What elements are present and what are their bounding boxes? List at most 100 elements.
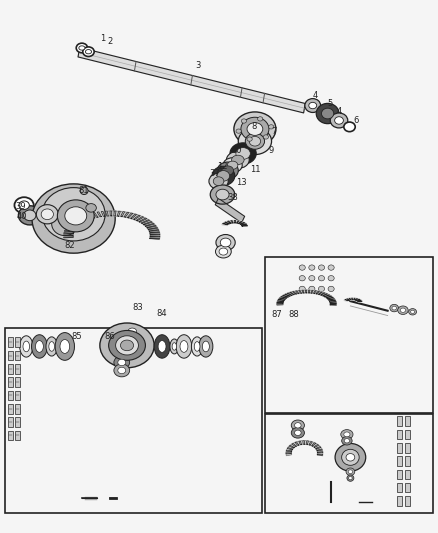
Polygon shape [345,300,348,301]
Ellipse shape [57,200,94,232]
Polygon shape [326,296,332,298]
Polygon shape [299,441,301,445]
Ellipse shape [294,430,301,435]
Ellipse shape [236,129,241,133]
Polygon shape [316,291,319,294]
Polygon shape [139,218,147,222]
Polygon shape [317,449,322,451]
Ellipse shape [309,276,315,281]
Ellipse shape [80,187,88,195]
Ellipse shape [217,162,238,179]
Ellipse shape [400,308,406,312]
Polygon shape [134,215,140,220]
Ellipse shape [299,276,305,281]
Ellipse shape [170,339,179,354]
Ellipse shape [232,155,244,165]
Ellipse shape [299,286,305,292]
Ellipse shape [247,123,263,135]
Ellipse shape [128,335,137,342]
Text: 4: 4 [313,92,318,100]
Polygon shape [114,211,116,216]
Ellipse shape [23,341,29,352]
Bar [265,257,433,413]
Bar [405,430,410,439]
Text: 9: 9 [269,146,274,155]
Polygon shape [85,214,92,219]
Ellipse shape [219,248,228,255]
Ellipse shape [241,117,269,141]
Ellipse shape [226,151,249,168]
Polygon shape [64,211,160,239]
Polygon shape [321,293,325,295]
Ellipse shape [318,276,325,281]
Ellipse shape [220,238,231,247]
Polygon shape [286,441,323,456]
Ellipse shape [309,265,315,270]
Polygon shape [353,298,355,300]
Polygon shape [357,300,361,301]
Bar [405,483,410,492]
Bar [8,417,13,427]
Ellipse shape [128,328,137,335]
Ellipse shape [79,46,85,50]
Polygon shape [93,213,98,217]
Polygon shape [344,298,362,302]
Text: 81: 81 [78,186,88,195]
Polygon shape [110,211,112,216]
Ellipse shape [124,325,141,338]
Ellipse shape [209,173,228,189]
Bar [8,431,13,440]
Ellipse shape [52,212,78,236]
Polygon shape [124,212,129,217]
Polygon shape [75,219,84,223]
Ellipse shape [180,341,188,352]
Ellipse shape [49,342,54,351]
Ellipse shape [258,117,263,121]
Ellipse shape [14,197,34,213]
Polygon shape [68,224,78,227]
Bar [15,391,20,400]
Ellipse shape [158,341,166,352]
Bar [8,391,13,400]
Ellipse shape [247,137,252,141]
Polygon shape [234,221,236,223]
Text: 38: 38 [228,193,239,201]
Polygon shape [277,302,283,303]
Ellipse shape [241,119,247,123]
Ellipse shape [116,336,138,355]
Polygon shape [347,298,350,300]
Polygon shape [150,238,159,239]
Text: 83: 83 [132,303,143,312]
Polygon shape [240,222,245,224]
Polygon shape [82,216,89,220]
Bar [15,351,20,360]
Ellipse shape [109,330,145,360]
Bar [405,456,410,466]
Polygon shape [286,450,292,451]
Polygon shape [292,443,297,447]
Ellipse shape [118,367,126,374]
Polygon shape [121,212,125,216]
Bar [15,364,20,374]
Ellipse shape [344,439,350,443]
Ellipse shape [249,136,261,146]
Polygon shape [149,230,159,231]
Polygon shape [101,212,105,216]
Polygon shape [295,442,299,446]
Polygon shape [78,217,86,221]
Ellipse shape [245,133,265,149]
Bar [15,377,20,387]
Bar [397,496,402,506]
Polygon shape [356,299,360,301]
Ellipse shape [309,102,317,109]
Bar [405,416,410,426]
Text: 85: 85 [71,333,82,341]
Polygon shape [148,228,158,230]
Polygon shape [305,290,307,293]
Ellipse shape [342,449,359,465]
Ellipse shape [316,103,339,124]
Polygon shape [318,292,322,295]
Ellipse shape [172,343,177,350]
Ellipse shape [216,189,229,200]
Ellipse shape [223,158,242,173]
